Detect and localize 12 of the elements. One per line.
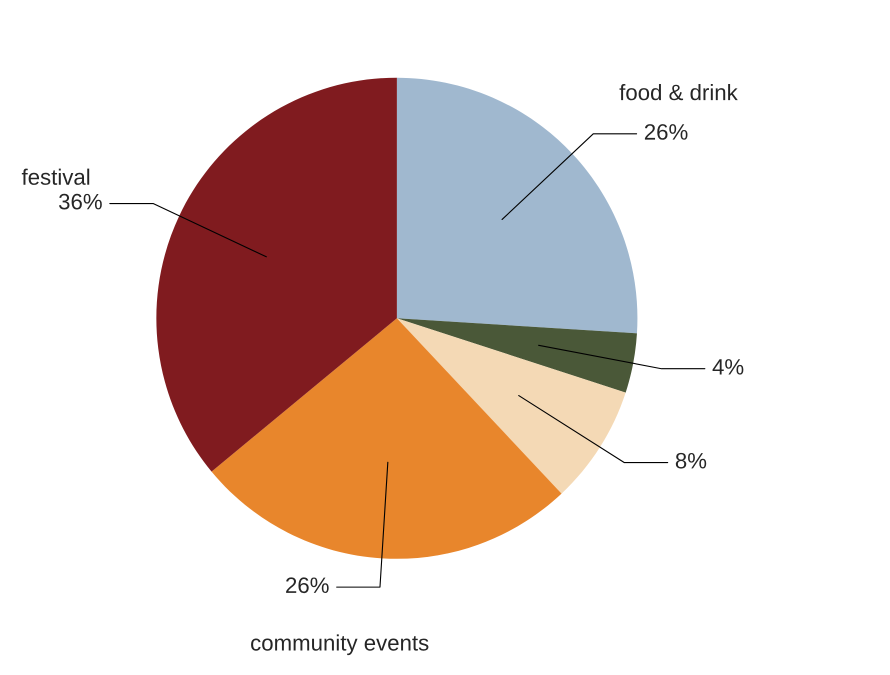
- data-label: 4%: [712, 359, 744, 375]
- data-label: 8%: [676, 452, 706, 469]
- slice-label: festival: [22, 168, 90, 185]
- slice-label: community events: [251, 634, 428, 656]
- pie-slice: [396, 318, 626, 494]
- data-label: 36%: [58, 194, 102, 210]
- pie-slice: [156, 78, 397, 472]
- data-label: 26%: [644, 124, 688, 140]
- data-label: 26%: [286, 577, 329, 594]
- slice-label: food & drink: [619, 84, 738, 100]
- pie-slice: [396, 318, 637, 393]
- pie-slice: [212, 318, 562, 559]
